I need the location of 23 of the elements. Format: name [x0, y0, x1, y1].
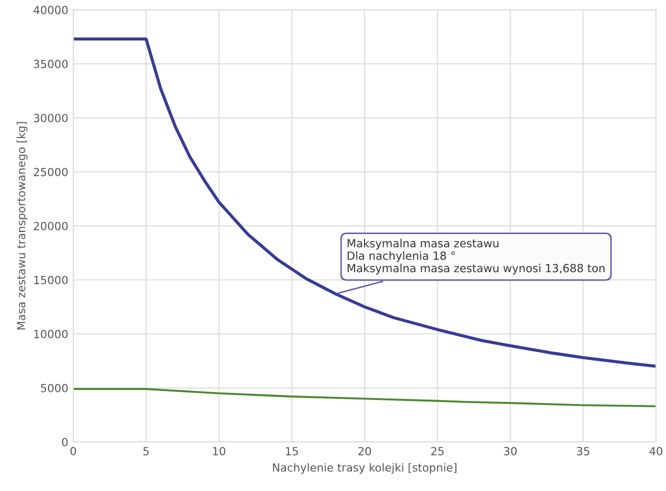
x-tick-label: 10: [213, 446, 226, 456]
x-tick-label: 30: [504, 446, 517, 456]
x-tick-label: 20: [358, 446, 371, 456]
y-tick-label: 25000: [34, 168, 68, 176]
y-tick-label: 20000: [34, 222, 68, 230]
x-tick-label: 40: [649, 446, 662, 456]
x-axis-title: Nachylenie trasy kolejki [stopnie]: [273, 463, 456, 474]
y-tick-label: 5000: [40, 384, 68, 392]
y-tick-label: 30000: [34, 114, 68, 122]
annotation: Maksymalna masa zestawu Dla nachylenia 18 ° Maksymalna masa zestawu wynosi 13,688 ton: [348, 238, 605, 274]
y-axis-title: Masa zestawu transportowanego [kg]: [16, 122, 28, 330]
y-tick-label: 35000: [34, 60, 68, 68]
x-tick-label: 25: [431, 446, 444, 456]
y-tick-label: 0: [62, 438, 68, 446]
line-series: [73, 37, 656, 368]
x-tick-label: 15: [286, 447, 298, 456]
x-tick-label: 0: [70, 446, 76, 456]
line-series: [73, 388, 656, 408]
y-tick-label: 10000: [34, 330, 68, 338]
x-tick-label: 35: [576, 446, 590, 456]
x-tick-label: 5: [143, 447, 149, 456]
y-tick-label: 40000: [34, 6, 68, 14]
y-tick-label: 15000: [34, 276, 68, 284]
